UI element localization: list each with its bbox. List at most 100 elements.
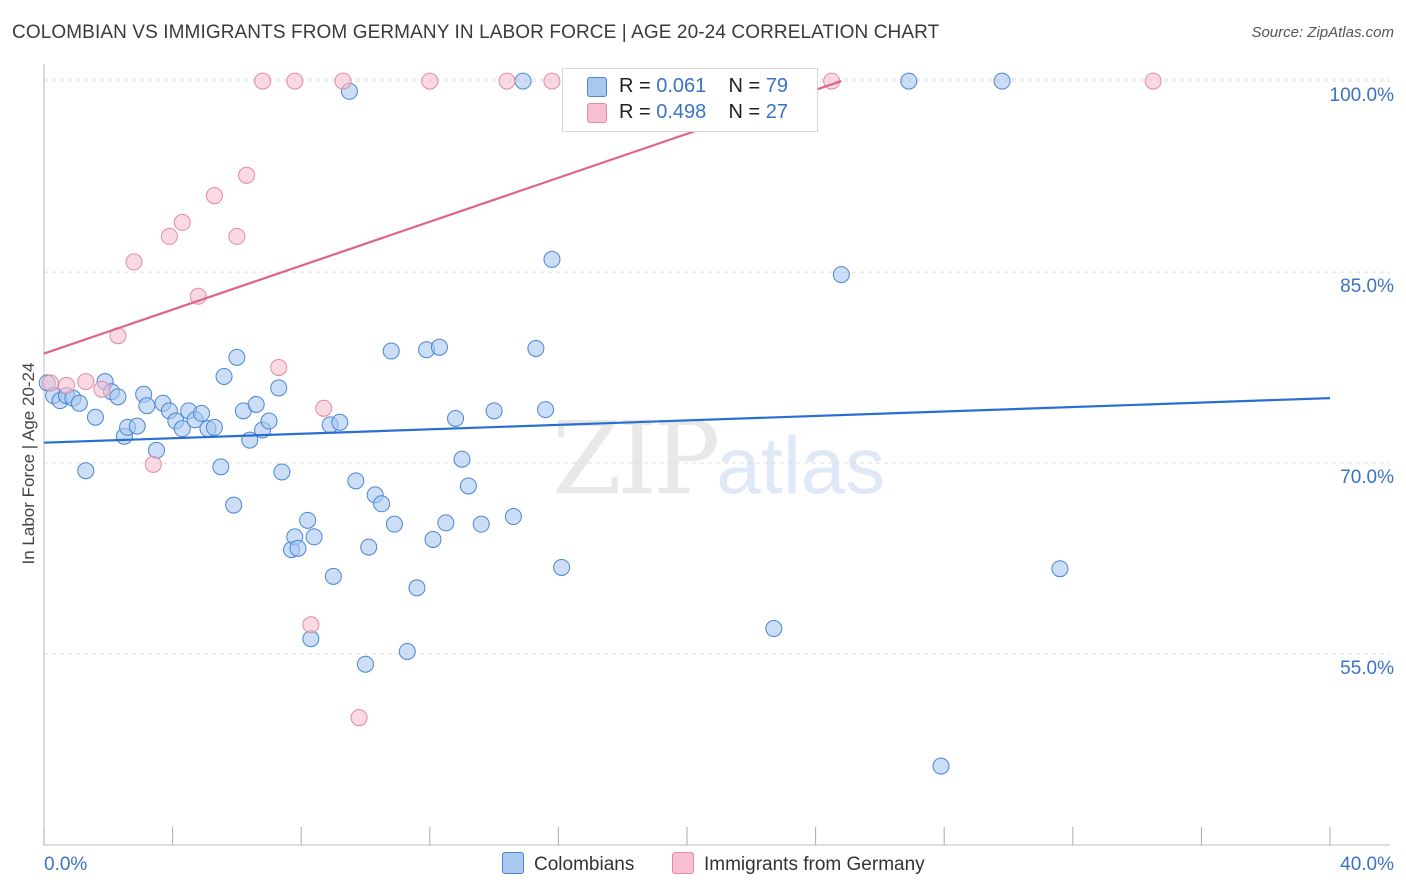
colombian-point: [331, 413, 349, 431]
colombian-point: [453, 450, 471, 468]
germany-point: [160, 227, 178, 245]
colombian-point: [382, 342, 400, 360]
germany-point: [173, 213, 191, 231]
bottom-legend-swatch-blue: [502, 852, 524, 874]
colombian-point: [385, 515, 403, 533]
germany-point: [286, 72, 304, 90]
colombian-point: [347, 472, 365, 490]
watermark-atlas: atlas: [716, 421, 886, 510]
colombian-point: [77, 462, 95, 480]
colombian-point: [324, 567, 342, 585]
legend-swatch-blue: [587, 77, 607, 97]
germany-point: [543, 72, 561, 90]
colombian-point: [765, 620, 783, 638]
colombian-point: [447, 409, 465, 427]
y-tick-label: 70.0%: [1340, 467, 1394, 488]
legend-r-value: 0.498: [656, 101, 707, 123]
axes: [43, 64, 1390, 846]
legend-n-value: 27: [765, 101, 789, 123]
colombian-point: [398, 642, 416, 660]
legend-r-label: R =: [619, 75, 651, 97]
data-points: [38, 72, 1162, 775]
y-axis-title: In Labor Force | Age 20-24: [19, 363, 38, 565]
colombian-point: [228, 348, 246, 366]
x-tick-label: 0.0%: [44, 854, 87, 875]
colombian-point: [270, 379, 288, 397]
stats-legend: R = 0.061 N = 79 R = 0.498 N = 27: [562, 68, 818, 132]
trend-lines: [43, 80, 1331, 444]
colombian-point: [215, 367, 233, 385]
legend-swatch-pink: [587, 103, 607, 123]
germany-point: [421, 72, 439, 90]
colombian-point: [408, 579, 426, 597]
grid-lines: [44, 78, 1390, 655]
germany-point: [498, 72, 516, 90]
colombian-point: [360, 538, 378, 556]
colombian-point: [932, 757, 950, 775]
germany-point: [238, 166, 256, 184]
y-tick-label: 100.0%: [1330, 85, 1395, 106]
colombian-point: [430, 338, 448, 356]
colombian-point: [225, 496, 243, 514]
legend-r-value: 0.061: [656, 75, 707, 97]
colombian-point: [472, 515, 490, 533]
germany-point: [1144, 72, 1162, 90]
chart-title: COLOMBIAN VS IMMIGRANTS FROM GERMANY IN …: [12, 22, 940, 43]
colombian-point: [832, 266, 850, 284]
colombian-point: [260, 412, 278, 430]
colombian-point: [543, 250, 561, 268]
bottom-legend-swatch-pink: [672, 852, 694, 874]
colombian-point: [148, 441, 166, 459]
colombian-point: [305, 528, 323, 546]
germany-point: [270, 359, 288, 377]
colombian-point: [514, 72, 532, 90]
colombian-point: [373, 495, 391, 513]
colombian-point: [357, 655, 374, 673]
germany-point: [144, 455, 162, 473]
x-tick-label: 40.0%: [1340, 854, 1394, 875]
germany-point: [254, 72, 272, 90]
colombian-point: [212, 458, 230, 476]
colombian-point: [86, 408, 104, 426]
bottom-legend-colombians: Colombians: [502, 852, 634, 876]
legend-n-label: N =: [728, 101, 761, 123]
legend-n-value: 79: [765, 75, 789, 97]
source-credit: Source: ZipAtlas.com: [1251, 24, 1394, 41]
germany-point: [315, 399, 333, 417]
germany-point: [93, 380, 111, 398]
colombian-point: [128, 417, 146, 435]
germany-point: [205, 187, 223, 205]
colombian-point: [424, 530, 442, 548]
germany-point: [41, 374, 59, 392]
colombian-trend-line: [43, 397, 1331, 444]
colombian-point: [70, 394, 88, 412]
germany-point: [58, 376, 76, 394]
germany-point: [125, 253, 143, 271]
colombian-point: [900, 72, 918, 90]
colombian-point: [247, 395, 265, 413]
germany-point: [334, 72, 352, 90]
colombian-point: [1051, 560, 1069, 578]
colombian-point: [173, 420, 191, 438]
germany-point: [302, 616, 320, 634]
colombian-point: [273, 463, 291, 481]
colombian-point: [537, 401, 555, 419]
colombian-point: [459, 477, 477, 495]
y-tick-label: 85.0%: [1340, 276, 1394, 297]
legend-r-label: R =: [619, 101, 651, 123]
colombian-point: [299, 511, 317, 529]
y-tick-label: 55.0%: [1340, 658, 1394, 679]
axis-labels: 55.0% 70.0% 85.0% 100.0% 0.0% 40.0% In Labor F…: [19, 85, 1394, 875]
colombian-point: [553, 558, 571, 576]
colombian-point: [993, 72, 1011, 90]
colombian-point: [527, 339, 545, 357]
bottom-legend-label: Immigrants from Germany: [704, 854, 925, 875]
colombian-point: [437, 514, 455, 532]
bottom-legend-label: Colombians: [534, 854, 635, 875]
colombian-point: [193, 404, 211, 422]
colombian-point: [205, 418, 223, 436]
germany-point: [228, 227, 246, 245]
colombian-point: [485, 402, 503, 420]
germany-point: [350, 709, 368, 727]
